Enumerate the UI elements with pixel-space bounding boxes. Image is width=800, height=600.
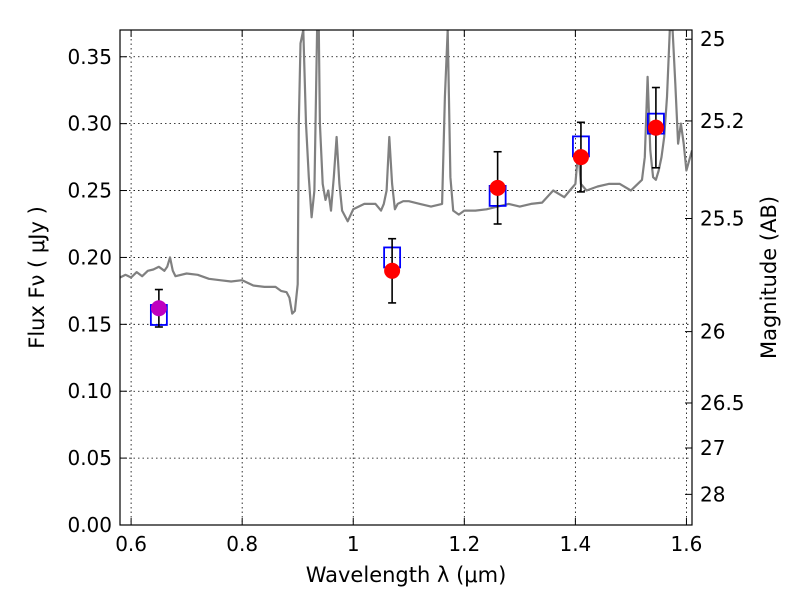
observed-point: [489, 179, 506, 196]
y-tick-label: 0.10: [67, 379, 112, 403]
x-tick-label: 0.8: [226, 532, 258, 556]
mag-tick-label: 27: [700, 436, 725, 460]
mag-tick-label: 25.5: [700, 207, 745, 231]
observed-point: [572, 149, 589, 166]
x-tick-label: 1.6: [671, 532, 703, 556]
mag-tick-label: 25: [700, 27, 725, 51]
observed-point: [647, 119, 664, 136]
y-tick-label: 0.00: [67, 513, 112, 537]
y-tick-label: 0.05: [67, 446, 112, 470]
mag-tick-label: 25.2: [700, 109, 745, 133]
model-spectrum-line: [120, 30, 692, 315]
x-tick-label: 1: [347, 532, 360, 556]
y-tick-label: 0.20: [67, 245, 112, 269]
x-tick-label: 0.6: [115, 532, 147, 556]
plot-frame: [119, 29, 693, 526]
y-tick-label: 0.35: [67, 45, 112, 69]
x-axis-label: Wavelength λ (μm): [306, 563, 507, 587]
x-tick-label: 1.4: [559, 532, 591, 556]
observed-point: [150, 300, 167, 317]
y-axis-label-right: Magnitude (AB): [757, 196, 781, 359]
observed-point: [384, 262, 401, 279]
y-axis-label: Flux Fν ( μJy ): [25, 206, 49, 349]
mag-tick-label: 26: [700, 320, 725, 344]
y-tick-label: 0.25: [67, 179, 112, 203]
x-tick-label: 1.2: [448, 532, 480, 556]
mag-tick-label: 28: [700, 482, 725, 506]
y-tick-label: 0.30: [67, 112, 112, 136]
y-tick-label: 0.15: [67, 312, 112, 336]
mag-tick-label: 26.5: [700, 391, 745, 415]
